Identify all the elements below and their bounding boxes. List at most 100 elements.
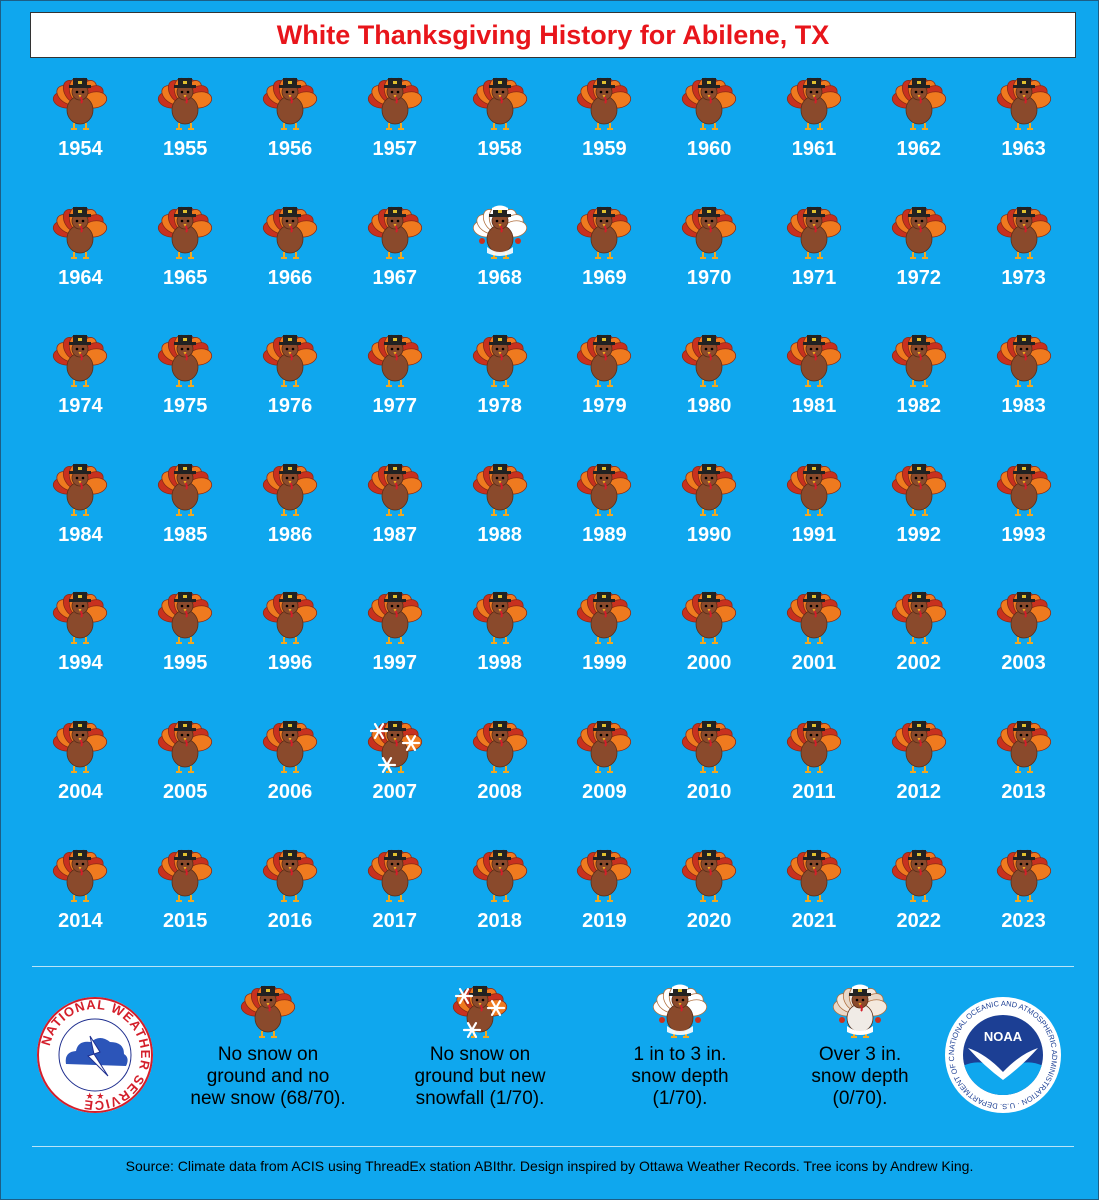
year-cell: 1984: [28, 458, 133, 587]
year-label: 2020: [686, 909, 732, 932]
turkey-icon: [158, 335, 213, 388]
year-cell: 1959: [552, 72, 657, 201]
year-cell: 2005: [133, 715, 238, 844]
year-label: 2021: [791, 909, 837, 932]
year-cell: 1974: [28, 329, 133, 458]
turkey-icon: [682, 849, 737, 902]
year-label: 2006: [267, 780, 313, 803]
year-cell: 1995: [133, 586, 238, 715]
year-label: 1981: [791, 395, 837, 418]
year-cell: 1973: [971, 201, 1076, 330]
year-cell: 1986: [238, 458, 343, 587]
nws-logo: NATIONAL WEATHER SERVICE ★ ★: [37, 997, 153, 1113]
turkey-icon: [53, 720, 108, 773]
turkey-icon: [262, 849, 318, 902]
year-cell: 1954: [28, 72, 133, 201]
turkey-icon: [262, 720, 318, 773]
turkey-icon: [472, 463, 527, 516]
turkey-icon: [262, 206, 318, 259]
year-cell: 1980: [657, 329, 762, 458]
year-label: 1991: [791, 523, 837, 546]
year-cell: 2015: [133, 844, 238, 973]
turkey-icon: [262, 77, 318, 130]
turkey-icon: [891, 335, 946, 388]
year-cell: 1990: [657, 458, 762, 587]
year-label: 1960: [686, 138, 732, 160]
year-cell: 1989: [552, 458, 657, 587]
year-label: 1984: [58, 523, 103, 546]
year-cell: 2012: [866, 715, 971, 844]
turkey-icon: [682, 335, 737, 388]
turkey-icon: [367, 592, 422, 645]
year-label: 1967: [372, 266, 418, 289]
year-label: 1978: [477, 395, 522, 418]
year-cell: 1975: [133, 329, 238, 458]
turkey-icon: [158, 720, 213, 773]
year-cell: 2014: [28, 844, 133, 973]
turkey-icon: [472, 335, 527, 388]
turkey-icon: [472, 205, 527, 259]
year-label: 2015: [162, 909, 208, 932]
year-label: 2011: [792, 780, 836, 803]
year-cell: 1972: [866, 201, 971, 330]
year-cell: 1960: [657, 72, 762, 201]
turkey-icon: [577, 77, 632, 130]
turkey-icon: [367, 335, 422, 388]
year-cell: 2018: [447, 844, 552, 973]
year-cell: 1987: [342, 458, 447, 587]
turkey-icon: [996, 463, 1051, 516]
year-label: 1973: [1001, 266, 1046, 289]
legend-item: 1 in to 3 in. snow depth (1/70).: [570, 980, 790, 1110]
year-cell: 1998: [447, 586, 552, 715]
turkey-icon: [472, 849, 527, 902]
year-label: 2017: [372, 909, 418, 932]
turkey-icon: [891, 720, 946, 773]
page-title: White Thanksgiving History for Abilene, …: [276, 19, 830, 50]
year-cell: 1999: [552, 586, 657, 715]
year-label: 2010: [686, 780, 732, 803]
year-label: 2016: [267, 909, 313, 932]
year-cell: 2000: [657, 586, 762, 715]
year-label: 1996: [267, 652, 313, 675]
legend-turkey-icon: [832, 984, 888, 1038]
year-cell: 2007: [342, 715, 447, 844]
year-label: 1982: [896, 395, 942, 418]
year-label: 2001: [791, 652, 837, 675]
turkey-icon: [996, 77, 1051, 130]
year-label: 2005: [162, 780, 208, 803]
turkey-icon: [53, 592, 108, 645]
year-cell: 1971: [762, 201, 867, 330]
divider-top: [32, 966, 1074, 967]
year-label: 2012: [896, 780, 942, 803]
year-label: 1966: [267, 266, 313, 289]
title-box: White Thanksgiving History for Abilene, …: [30, 12, 1076, 58]
year-label: 1970: [686, 266, 732, 289]
year-cell: 2002: [866, 586, 971, 715]
legend-item: Over 3 in. snow depth (0/70).: [750, 980, 970, 1110]
turkey-icon: [996, 206, 1051, 259]
turkey-icon: [53, 77, 108, 130]
year-cell: 1977: [342, 329, 447, 458]
year-label: 2008: [477, 780, 522, 803]
year-label: 1992: [896, 523, 942, 546]
year-cell: 1983: [971, 329, 1076, 458]
year-cell: 1961: [762, 72, 867, 201]
turkey-icon: [262, 463, 318, 516]
legend-text: Over 3 in. snow depth (0/70).: [811, 1044, 909, 1109]
turkey-icon: [891, 592, 946, 645]
legend-item: No snow on ground and no new snow (68/70…: [158, 980, 378, 1110]
year-cell: 1992: [866, 458, 971, 587]
year-cell: 2010: [657, 715, 762, 844]
legend-turkey-icon: [452, 985, 508, 1039]
year-cell: 1969: [552, 201, 657, 330]
year-cell: 1997: [342, 586, 447, 715]
turkey-icon: [53, 206, 108, 259]
year-label: 2007: [372, 780, 418, 803]
year-label: 2014: [58, 909, 103, 932]
year-cell: 1964: [28, 201, 133, 330]
year-cell: 1965: [133, 201, 238, 330]
year-cell: 2006: [238, 715, 343, 844]
year-cell: 1955: [133, 72, 238, 201]
turkey-icon: [158, 592, 213, 645]
turkey-icon: [786, 720, 842, 773]
